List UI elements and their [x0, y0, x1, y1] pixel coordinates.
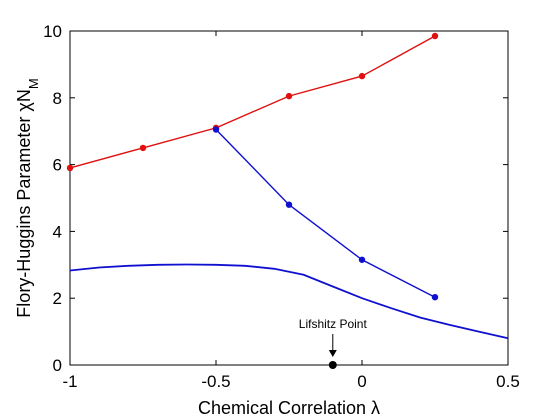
series-2 — [69, 263, 509, 340]
y-tick-label-5: 10 — [43, 22, 62, 41]
series-layer — [66, 32, 509, 340]
y-axis-label: Flory-Huggins Parameter χNM — [14, 78, 41, 317]
series-1-point-0 — [212, 126, 220, 133]
y-axis-label-sub: M — [26, 78, 41, 89]
y-tick-label-0: 0 — [53, 356, 62, 375]
series-0-point-1 — [139, 144, 147, 152]
series-0-point-5 — [431, 32, 439, 40]
lifshitz-point-marker — [328, 361, 337, 369]
series-2-line — [69, 263, 509, 340]
x-tick-label-3: 0.5 — [496, 372, 520, 391]
series-1-point-3 — [431, 293, 439, 301]
y-tick-label-1: 2 — [53, 289, 62, 308]
axis-ticks: -1 -0.5 0 0.5 0 2 4 6 8 10 — [43, 22, 520, 391]
series-1 — [212, 126, 439, 301]
series-1-point-2 — [358, 256, 366, 263]
y-axis-label-main: Flory-Huggins Parameter — [14, 112, 34, 318]
x-tick-label-0: -1 — [62, 372, 77, 391]
plot-frame — [69, 30, 509, 366]
series-1-line — [215, 129, 436, 298]
series-0-point-0 — [66, 164, 74, 172]
y-tick-label-3: 6 — [53, 156, 62, 175]
y-axis-label-chi: χN — [14, 89, 34, 111]
annotation-arrow-head — [328, 350, 337, 357]
annotation-label: Lifshitz Point — [299, 317, 368, 331]
y-tick-label-2: 4 — [53, 222, 62, 241]
series-0 — [66, 32, 439, 172]
series-0-point-3 — [285, 92, 293, 100]
y-tick-label-4: 8 — [53, 89, 62, 108]
x-tick-label-1: -0.5 — [201, 372, 230, 391]
annotation-layer: Lifshitz Point — [299, 317, 368, 369]
series-1-point-1 — [285, 201, 293, 208]
series-0-point-4 — [358, 72, 366, 80]
x-tick-label-2: 0 — [357, 372, 366, 391]
series-0-line — [69, 35, 436, 169]
x-axis-label: Chemical Correlation λ — [198, 398, 380, 418]
